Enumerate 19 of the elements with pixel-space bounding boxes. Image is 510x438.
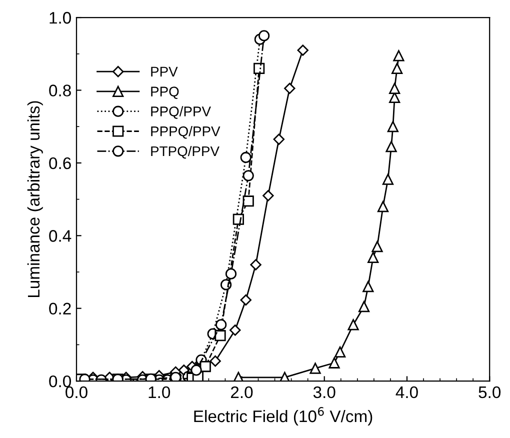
x-tick-label: 4.0 <box>396 386 418 398</box>
y-tick-label: 0.2 <box>49 302 71 315</box>
legend-label: PPQ <box>151 86 179 99</box>
x-axis-title: Electric Field (10$^{6}$ V/cm) <box>194 407 372 426</box>
y-tick-label: 1.0 <box>50 12 71 24</box>
x-tick-label: 5.0 <box>478 386 501 398</box>
legend-label: PTPQ/PPV <box>151 146 220 159</box>
y-axis-title: Luminance (arbitrary units) <box>27 101 43 298</box>
legend-label: PPQ/PPV <box>151 106 211 119</box>
x-tick-label: 3.0 <box>313 386 336 398</box>
y-tick-label: 0.4 <box>49 230 72 242</box>
legend-label: PPPQ/PPV <box>151 126 220 139</box>
x-tick-label: 2.0 <box>230 386 253 398</box>
legend-label: PPV <box>151 66 178 76</box>
y-tick-label: 0.8 <box>49 84 71 96</box>
y-tick-label: 0.0 <box>49 375 71 388</box>
x-tick-label: 0.0 <box>66 386 88 398</box>
y-tick-label: 0.6 <box>49 157 71 170</box>
x-tick-label: 1.0 <box>148 386 170 398</box>
